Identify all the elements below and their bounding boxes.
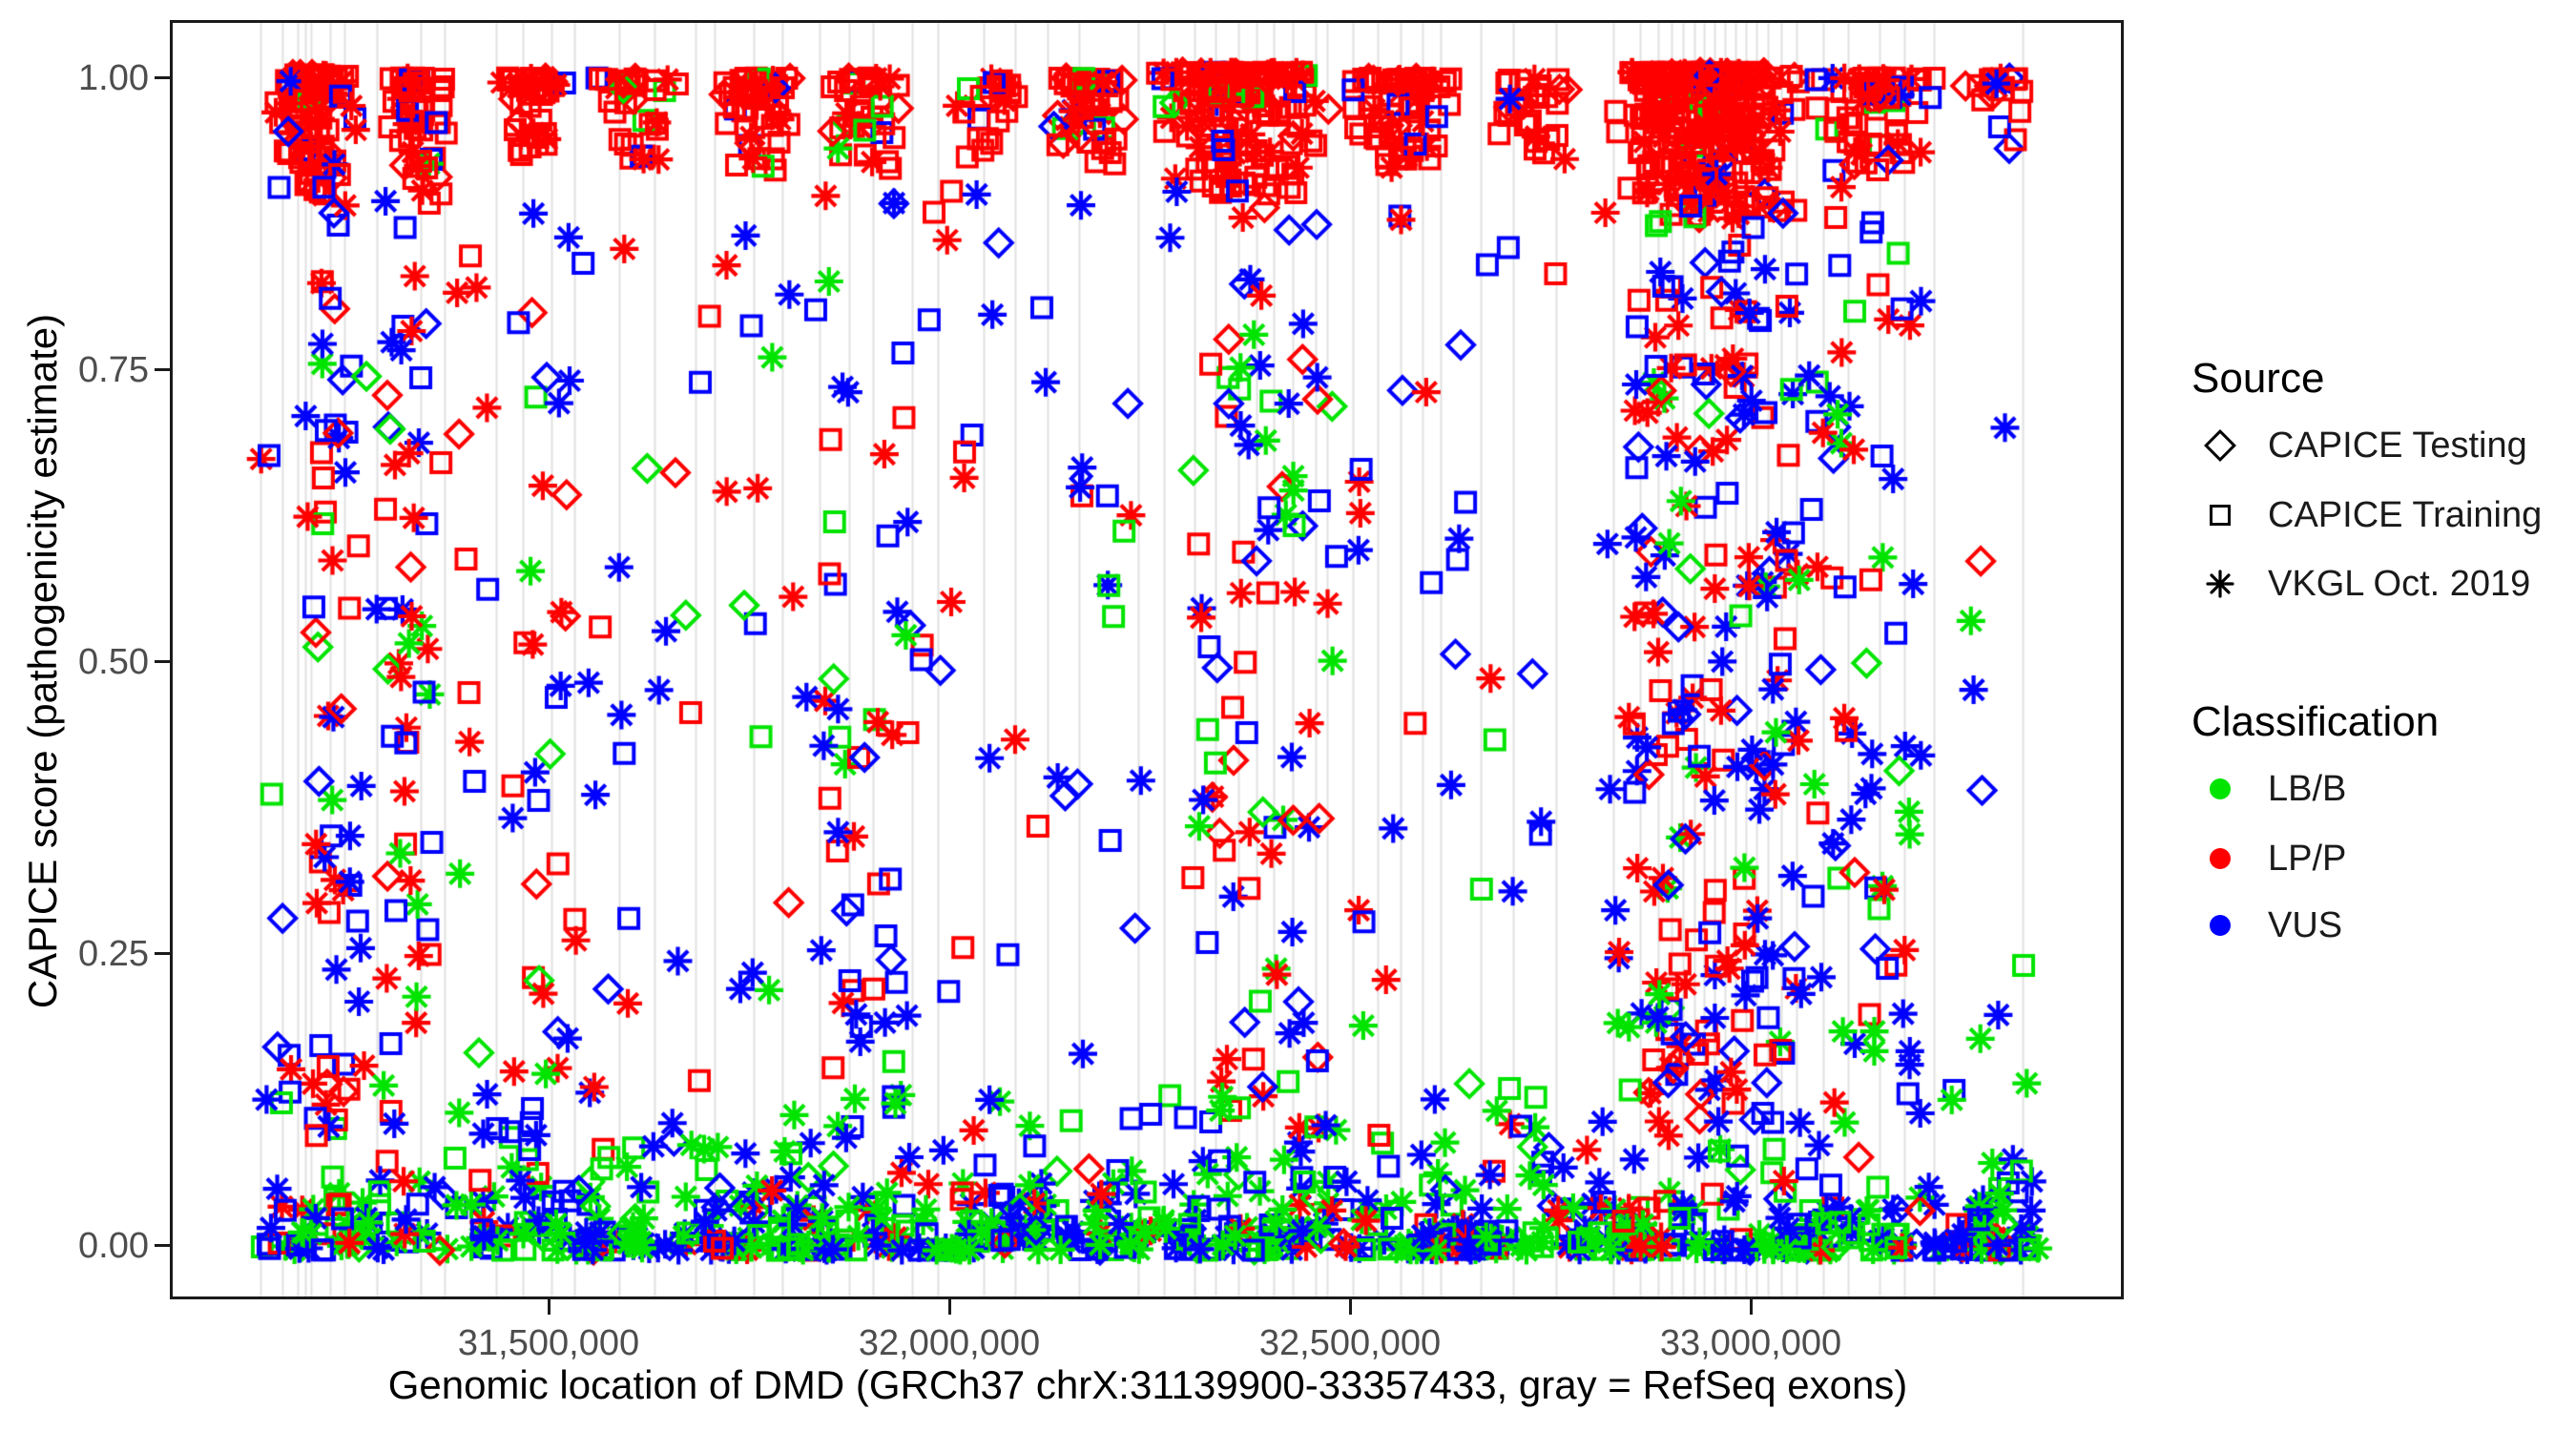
x-axis-title: Genomic location of DMD (GRCh37 chrX:311… bbox=[387, 1362, 1908, 1407]
y-tick-label: 1.00 bbox=[78, 58, 149, 98]
x-tick-label: 32,000,000 bbox=[858, 1323, 1041, 1363]
y-axis-title: CAPICE score (pathogenicity estimate) bbox=[20, 313, 65, 1009]
scatter-canvas bbox=[172, 22, 2124, 1299]
square-marker-icon bbox=[2210, 505, 2231, 526]
x-tick-mark bbox=[548, 1299, 551, 1315]
legend-item-lpp: LP/P bbox=[2268, 839, 2347, 879]
panel-border bbox=[170, 20, 2124, 1299]
legend-source-title: Source bbox=[2192, 355, 2325, 402]
legend-item-capice-training: CAPICE Training bbox=[2268, 495, 2543, 535]
diamond-marker-icon bbox=[2204, 429, 2236, 462]
x-tick-mark bbox=[1750, 1299, 1753, 1315]
legend-item-lbb: LB/B bbox=[2268, 769, 2347, 809]
asterisk-marker-icon bbox=[2206, 570, 2234, 598]
legend-item-capice-testing: CAPICE Testing bbox=[2268, 425, 2527, 466]
x-tick-mark bbox=[1349, 1299, 1352, 1315]
legend-item-vus: VUS bbox=[2268, 905, 2343, 945]
y-tick-label: 0.00 bbox=[78, 1226, 149, 1266]
x-tick-mark bbox=[948, 1299, 951, 1315]
lpp-dot-icon bbox=[2210, 848, 2231, 869]
x-tick-label: 31,500,000 bbox=[457, 1323, 640, 1363]
y-tick-mark bbox=[155, 368, 170, 371]
y-tick-mark bbox=[155, 660, 170, 663]
x-tick-label: 33,000,000 bbox=[1659, 1323, 1842, 1363]
lbb-dot-icon bbox=[2210, 778, 2231, 799]
y-tick-mark bbox=[155, 1244, 170, 1247]
y-tick-mark bbox=[155, 952, 170, 955]
y-tick-label: 0.75 bbox=[78, 350, 149, 390]
legend-item-vkgl: VKGL Oct. 2019 bbox=[2268, 564, 2531, 604]
y-tick-label: 0.50 bbox=[78, 642, 149, 682]
y-tick-label: 0.25 bbox=[78, 934, 149, 974]
legend-classification-title: Classification bbox=[2192, 698, 2440, 745]
x-tick-label: 32,500,000 bbox=[1258, 1323, 1442, 1363]
vus-dot-icon bbox=[2210, 915, 2231, 936]
y-tick-mark bbox=[155, 76, 170, 79]
